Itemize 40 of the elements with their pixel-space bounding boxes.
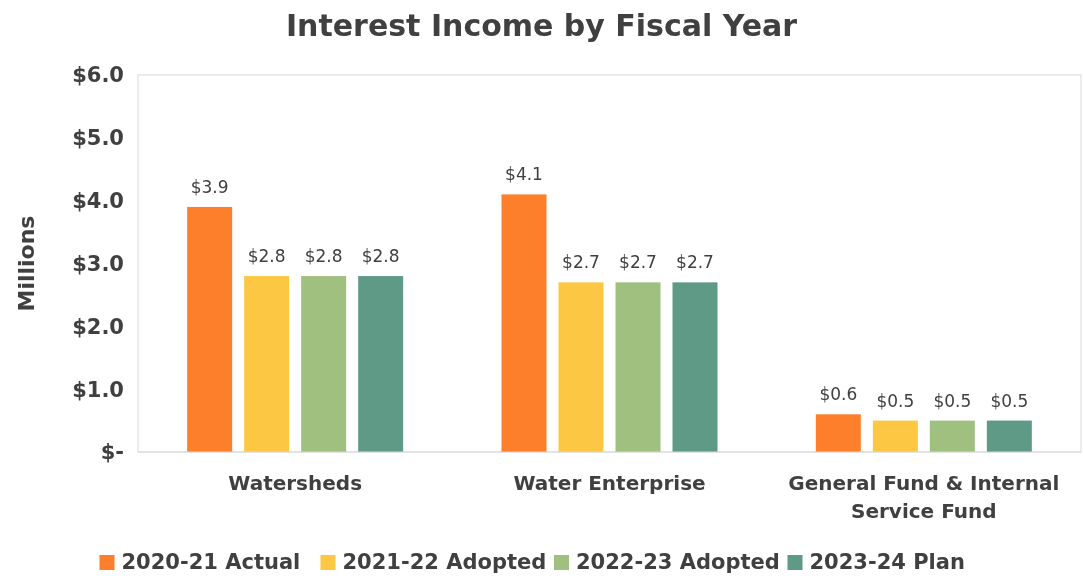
x-tick-label: Watersheds xyxy=(228,471,363,495)
data-label: $2.7 xyxy=(619,252,657,273)
data-label: $0.6 xyxy=(819,384,858,405)
bar xyxy=(187,206,233,452)
x-tick-label: Water Enterprise xyxy=(513,471,706,495)
bar xyxy=(301,276,347,452)
bar xyxy=(872,420,918,452)
data-label: $2.7 xyxy=(676,252,714,273)
data-label: $3.9 xyxy=(190,176,229,197)
y-tick-label: $5.0 xyxy=(72,126,124,151)
y-tick-label: $1.0 xyxy=(72,377,124,402)
y-tick-label: $- xyxy=(100,440,124,465)
legend-label: 2022-23 Adopted xyxy=(576,550,780,574)
bar xyxy=(501,194,547,452)
data-label: $2.7 xyxy=(562,252,600,273)
y-tick-label: $4.0 xyxy=(72,189,124,214)
legend-label: 2020-21 Actual xyxy=(121,550,301,574)
x-tick-label: General Fund & Internal Service Fund xyxy=(788,471,1060,523)
legend-label: 2023-24 Plan xyxy=(809,550,965,574)
data-label: $4.1 xyxy=(505,164,543,185)
data-label: $0.5 xyxy=(990,390,1029,411)
data-label: $2.8 xyxy=(304,246,343,267)
bar xyxy=(929,420,975,452)
y-tick-label: $6.0 xyxy=(72,63,124,88)
data-label: $0.5 xyxy=(933,390,972,411)
bar xyxy=(615,282,661,452)
data-label: $2.8 xyxy=(247,246,286,267)
y-tick-label: $2.0 xyxy=(72,314,124,339)
bar xyxy=(558,282,604,452)
data-label: $2.8 xyxy=(361,246,400,267)
bar xyxy=(815,414,861,452)
bar xyxy=(986,420,1032,452)
legend-label: 2021-22 Adopted xyxy=(342,550,547,574)
bar xyxy=(358,276,404,452)
y-axis-title: Millions xyxy=(14,215,39,312)
chart-title: Interest Income by Fiscal Year xyxy=(285,8,798,43)
bar xyxy=(244,276,290,452)
data-label: $0.5 xyxy=(876,390,915,411)
y-tick-label: $3.0 xyxy=(72,251,124,276)
bar xyxy=(672,282,718,452)
